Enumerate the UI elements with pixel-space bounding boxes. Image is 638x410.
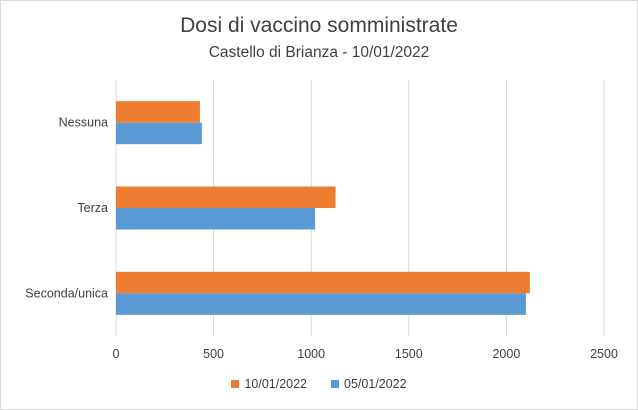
legend-label-series-1: 10/01/2022	[244, 377, 307, 391]
x-tick-label-1000: 1000	[297, 347, 325, 361]
legend-swatch-series-1	[231, 380, 240, 388]
x-tick-label-2000: 2000	[492, 347, 520, 361]
bar-terza-series-2	[116, 208, 316, 230]
bar-seconda-unica-series-2	[116, 293, 526, 315]
category-label-terza: Terza	[77, 201, 108, 215]
x-tick-label-0: 0	[113, 347, 120, 361]
category-label-nessuna: Nessuna	[59, 116, 108, 130]
bar-nessuna-series-1	[116, 101, 200, 123]
chart-title: Dosi di vaccino somministrate	[180, 14, 458, 37]
x-tick-label-500: 500	[203, 347, 224, 361]
chart-subtitle: Castello di Brianza - 10/01/2022	[208, 44, 430, 61]
x-tick-label-2500: 2500	[590, 347, 618, 361]
bar-terza-series-1	[116, 186, 336, 208]
bar-nessuna-series-2	[116, 122, 202, 145]
legend-swatch-series-2	[331, 380, 339, 388]
legend-item-series-2: 05/01/2022	[331, 377, 407, 391]
x-tick-label-1500: 1500	[395, 347, 423, 361]
category-label-seconda-unica: Seconda/unica	[25, 286, 108, 300]
legend: 10/01/2022 05/01/2022	[0, 377, 638, 391]
bar-seconda-unica-series-1	[116, 271, 530, 294]
legend-item-series-1: 10/01/2022	[231, 377, 307, 391]
legend-label-series-2: 05/01/2022	[344, 377, 407, 391]
